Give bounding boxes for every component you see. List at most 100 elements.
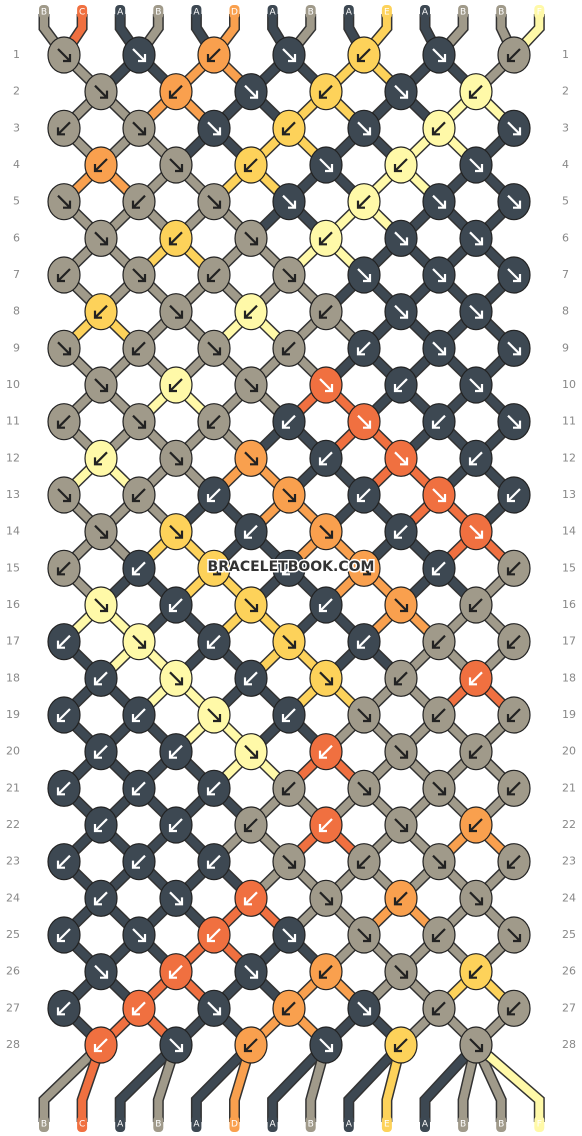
knot-arrow (168, 744, 183, 759)
row-number: 15 (6, 561, 20, 574)
knot (384, 146, 418, 184)
knot (47, 476, 81, 514)
strand-swatch (267, 1116, 278, 1132)
row-number: 24 (6, 891, 20, 904)
row-number: 24 (562, 891, 576, 904)
row-number: 14 (562, 525, 576, 538)
strand-label: B (41, 1120, 47, 1130)
knot (122, 256, 156, 294)
strand-swatch (458, 5, 469, 19)
strand-label: A (346, 1120, 353, 1130)
knot-arrow (131, 854, 146, 869)
knot-arrow (56, 708, 71, 723)
knot (84, 733, 118, 771)
knot (272, 256, 306, 294)
row-number: 20 (6, 745, 20, 758)
knot-arrow (282, 854, 297, 869)
knot (84, 366, 118, 404)
knot (47, 36, 81, 74)
row-number: 13 (562, 488, 576, 501)
knot (197, 843, 231, 881)
knot (47, 329, 81, 367)
knot-arrow (469, 891, 484, 906)
strand-label: D (231, 1120, 238, 1130)
strand (154, 1043, 180, 1122)
row-number: 27 (562, 1001, 576, 1014)
knot-arrow (318, 744, 333, 759)
knot-arrow (56, 634, 71, 649)
row-number: 15 (562, 561, 576, 574)
strand-label: C (79, 1120, 85, 1130)
strand-swatch (153, 1116, 164, 1132)
knot-arrow (57, 488, 72, 503)
knot (159, 439, 193, 477)
knot (197, 989, 231, 1027)
knot (459, 733, 493, 771)
strand-swatch (343, 1116, 354, 1132)
knot-arrow (319, 671, 334, 686)
knot-arrow (243, 818, 258, 833)
knot-arrow (94, 598, 109, 613)
knot (384, 806, 418, 844)
strand-swatch (343, 5, 354, 19)
knot (84, 513, 118, 551)
knot-arrow (244, 744, 259, 759)
knot-arrow (131, 194, 146, 209)
knot-arrow (132, 268, 147, 283)
knot (84, 219, 118, 257)
knot (47, 183, 81, 221)
knot-arrow (318, 964, 333, 979)
strand (421, 1042, 479, 1122)
knot-arrow (206, 928, 221, 943)
knot-arrow (356, 48, 371, 63)
knot (272, 403, 306, 441)
knot-arrow (168, 818, 183, 833)
row-number: 8 (562, 305, 569, 318)
row-number: 11 (6, 415, 20, 428)
knot (122, 476, 156, 514)
knot (197, 476, 231, 514)
knot (309, 513, 343, 551)
knot (159, 806, 193, 844)
row-number: 22 (562, 818, 576, 831)
strand-label: A (270, 1120, 277, 1130)
knot (197, 769, 231, 807)
row-number: 20 (562, 745, 576, 758)
knot (309, 733, 343, 771)
row-number: 23 (6, 855, 20, 868)
row-number: 10 (6, 378, 20, 391)
strand-label: B (155, 1120, 161, 1130)
knot (422, 109, 456, 147)
knot (234, 366, 268, 404)
knot (459, 879, 493, 917)
knot-arrow (507, 268, 522, 283)
knot-arrow (244, 451, 259, 466)
knot (159, 293, 193, 331)
knot (384, 1026, 418, 1064)
strand (230, 1043, 255, 1122)
knot (122, 109, 156, 147)
knot (234, 806, 268, 844)
knot (309, 953, 343, 991)
knot-arrow (357, 561, 372, 576)
knot-arrow (131, 781, 146, 796)
strand (192, 1042, 254, 1122)
strand-label: E (384, 1120, 390, 1130)
strand-swatch (39, 1116, 49, 1132)
knot (84, 146, 118, 184)
knot (234, 1026, 268, 1064)
knot (84, 586, 118, 624)
knot-arrow (393, 378, 408, 393)
knot (309, 293, 343, 331)
knot-arrow (94, 378, 109, 393)
knot (272, 183, 306, 221)
knot (159, 879, 193, 917)
strand (306, 1043, 330, 1122)
knot (84, 659, 118, 697)
strand-swatch (115, 1116, 126, 1132)
knot (47, 843, 81, 881)
knot (47, 769, 81, 807)
strand-label: B (498, 1120, 504, 1130)
row-number: 7 (562, 268, 569, 281)
